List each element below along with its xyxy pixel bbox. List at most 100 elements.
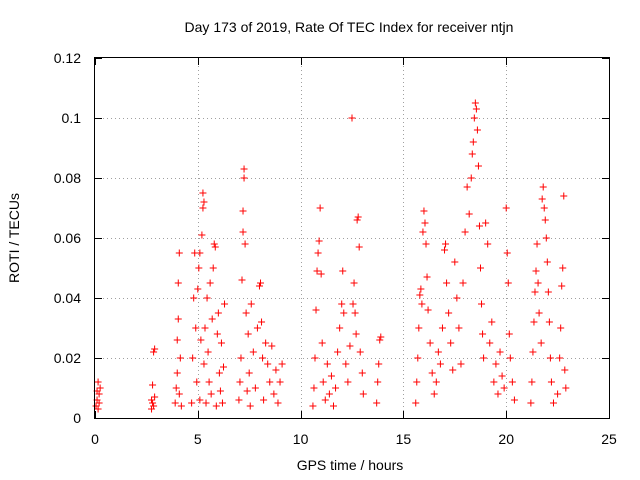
data-point (498, 372, 506, 380)
data-point (270, 390, 278, 398)
data-point (484, 240, 492, 248)
data-point (149, 381, 157, 389)
data-point (500, 384, 508, 392)
data-point (467, 174, 475, 182)
data-point (508, 378, 516, 386)
data-point (94, 405, 102, 413)
data-point (95, 399, 103, 407)
data-point (206, 279, 214, 287)
data-point (434, 348, 442, 356)
data-point (334, 348, 342, 356)
data-point (150, 348, 158, 356)
data-point (321, 396, 329, 404)
x-tick-label: 15 (396, 431, 412, 447)
data-point (423, 273, 431, 281)
data-point (208, 315, 216, 323)
data-point (436, 360, 444, 368)
data-point (421, 219, 429, 227)
data-point (195, 264, 203, 272)
data-point (332, 384, 340, 392)
data-point (243, 387, 251, 395)
data-point (319, 378, 327, 386)
data-point (212, 402, 220, 410)
data-point (419, 228, 427, 236)
data-point (544, 288, 552, 296)
data-point (199, 204, 207, 212)
data-point (198, 231, 206, 239)
data-point (244, 330, 252, 338)
data-point (96, 384, 104, 392)
data-point (416, 291, 424, 299)
data-point (453, 294, 461, 302)
data-point (246, 402, 254, 410)
data-point (325, 390, 333, 398)
data-point (412, 399, 420, 407)
data-point (196, 396, 204, 404)
data-point (188, 399, 196, 407)
data-point (174, 315, 182, 323)
data-point (171, 399, 179, 407)
data-point (266, 378, 274, 386)
data-point (445, 309, 453, 317)
data-point (312, 306, 320, 314)
data-point (541, 216, 549, 224)
data-point (377, 333, 385, 341)
data-point (213, 330, 221, 338)
data-point (415, 324, 423, 332)
data-point (449, 366, 457, 374)
data-point (560, 192, 568, 200)
data-point (441, 246, 449, 254)
data-point (95, 390, 103, 398)
data-point (210, 240, 218, 248)
data-point (247, 300, 255, 308)
x-tick-label: 20 (498, 431, 514, 447)
data-point (176, 354, 184, 362)
grid-lines (95, 58, 609, 418)
data-point (502, 204, 510, 212)
data-point (472, 105, 480, 113)
y-tick-labels: 0 0.02 0.04 0.06 0.08 0.1 0.12 (54, 50, 81, 426)
data-point (561, 366, 569, 374)
data-point (554, 390, 562, 398)
data-point (329, 402, 337, 410)
data-point (199, 189, 207, 197)
y-tick-label: 0.12 (54, 50, 81, 66)
data-point (323, 360, 331, 368)
data-point (340, 309, 348, 317)
data-point (496, 348, 504, 356)
data-point (268, 342, 276, 350)
data-point (203, 294, 211, 302)
data-point (200, 360, 208, 368)
data-point (192, 324, 200, 332)
y-tick-label: 0.06 (54, 230, 81, 246)
data-point (459, 279, 467, 287)
data-point (174, 279, 182, 287)
data-point (237, 354, 245, 362)
data-point (197, 336, 205, 344)
x-tick-label: 0 (91, 431, 99, 447)
data-point (205, 378, 213, 386)
data-point (558, 282, 566, 290)
data-point (374, 378, 382, 386)
data-point (486, 339, 494, 347)
data-point (469, 138, 477, 146)
data-point (235, 396, 243, 404)
x-tick-label: 10 (293, 431, 309, 447)
data-point (455, 324, 463, 332)
data-point (310, 384, 318, 392)
data-point (207, 390, 215, 398)
data-point (376, 336, 384, 344)
data-point (430, 390, 438, 398)
data-point (238, 276, 246, 284)
data-point (352, 330, 360, 338)
data-point (173, 336, 181, 344)
data-point (175, 390, 183, 398)
data-point (309, 402, 317, 410)
data-point (215, 369, 223, 377)
data-point (149, 399, 157, 407)
data-point (348, 114, 356, 122)
data-point (353, 216, 361, 224)
data-point (214, 309, 222, 317)
data-point (510, 396, 518, 404)
